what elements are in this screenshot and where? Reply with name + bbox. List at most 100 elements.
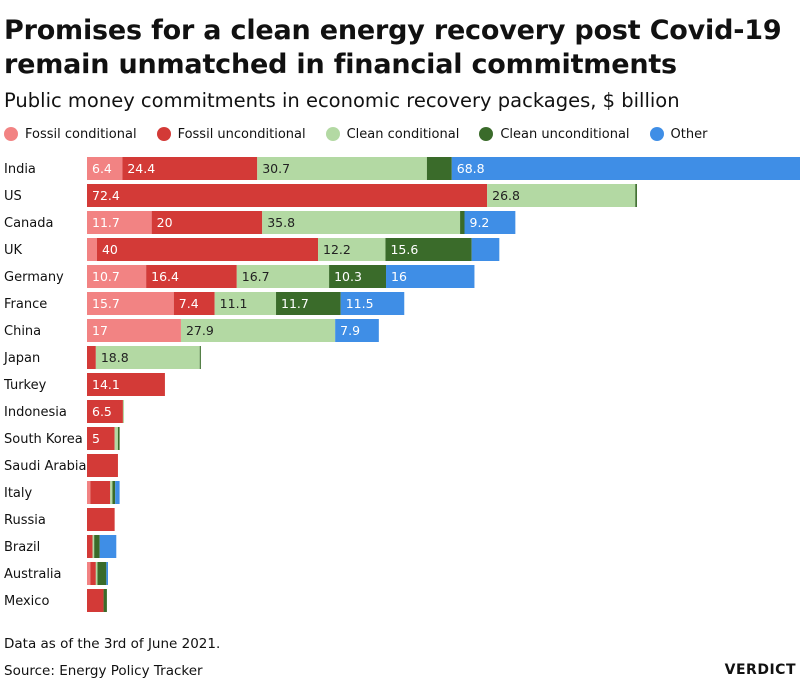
category-label-turkey: Turkey [3, 378, 47, 393]
bar-italy-other [115, 481, 120, 504]
bar-france-other [340, 292, 405, 315]
bar-uk-other [471, 238, 500, 261]
legend-label: Other [670, 126, 708, 142]
bar-china-clean-conditional [180, 319, 336, 342]
bar-brazil-clean-unconditional [94, 535, 100, 558]
legend-item-clean-unconditional: Clean unconditional [479, 126, 630, 142]
bar-us-clean-unconditional [635, 184, 637, 207]
bar-germany-fossil-unconditional [146, 265, 237, 288]
legend-swatch [479, 127, 494, 141]
data-label-canada-clean-conditional: 35.8 [267, 215, 295, 230]
bar-australia-clean-unconditional [97, 562, 107, 585]
data-label-germany-clean-conditional: 16.7 [242, 269, 270, 284]
data-label-canada-fossil-unconditional: 20 [157, 215, 173, 230]
bar-canada-clean-unconditional [460, 211, 465, 234]
category-label-germany: Germany [4, 270, 64, 285]
bar-indonesia-clean-conditional [122, 400, 125, 423]
category-label-mexico: Mexico [4, 594, 49, 609]
bar-south-korea-clean-unconditional [117, 427, 120, 450]
category-label-russia: Russia [4, 513, 46, 528]
bar-india-other [451, 157, 800, 180]
legend-item-fossil-conditional: Fossil conditional [4, 127, 137, 142]
category-label-australia: Australia [4, 567, 62, 582]
legend-item-fossil-unconditional: Fossil unconditional [156, 126, 306, 142]
legend-label: Fossil unconditional [177, 126, 306, 142]
bar-uk-fossil-conditional [87, 238, 97, 261]
data-label-india-other: 68.8 [457, 161, 485, 176]
category-label-italy: Italy [4, 486, 33, 501]
data-label-germany-fossil-unconditional: 16.4 [151, 269, 179, 284]
chart-title: Promises for a clean energy recovery pos… [4, 15, 782, 80]
data-label-canada-other: 9.2 [470, 215, 490, 230]
bar-mexico-fossil-unconditional [87, 589, 104, 612]
bar-australia-fossil-conditional [87, 562, 91, 585]
bar-germany-clean-conditional [236, 265, 330, 288]
data-label-china-clean-conditional: 27.9 [186, 323, 214, 338]
bar-mexico-clean-unconditional [103, 589, 107, 612]
legend: Fossil conditional Fossil unconditional … [4, 124, 727, 144]
data-label-uk-fossil-unconditional: 40 [102, 242, 118, 257]
bar-india-clean-unconditional [426, 157, 452, 180]
data-label-canada-fossil-conditional: 11.7 [92, 215, 120, 230]
category-label-indonesia: Indonesia [4, 405, 67, 420]
bar-australia-other [106, 562, 108, 585]
legend-swatch [325, 127, 340, 141]
legend-swatch [649, 127, 664, 141]
bar-germany-other [386, 265, 475, 288]
data-label-germany-clean-unconditional: 10.3 [334, 269, 362, 284]
bar-japan-fossil-unconditional [87, 346, 96, 369]
category-label-france: France [4, 297, 47, 312]
data-label-germany-fossil-conditional: 10.7 [92, 269, 120, 284]
legend-item-other: Other [649, 126, 708, 142]
legend-label: Clean conditional [346, 126, 460, 142]
bar-india-fossil-conditional [87, 157, 123, 180]
data-label-us-fossil-unconditional: 72.4 [92, 188, 120, 203]
bar-germany-fossil-conditional [87, 265, 147, 288]
bar-japan-clean-unconditional [199, 346, 201, 369]
data-label-turkey-fossil-unconditional: 14.1 [92, 377, 120, 392]
data-label-japan-clean-conditional: 18.8 [101, 350, 129, 365]
data-label-india-fossil-unconditional: 24.4 [127, 161, 155, 176]
bar-canada-fossil-unconditional [151, 211, 263, 234]
bar-india-fossil-unconditional [122, 157, 258, 180]
data-label-france-other: 11.5 [346, 296, 374, 311]
bar-canada-other [464, 211, 516, 234]
legend-label: Clean unconditional [500, 126, 630, 142]
bar-uk-clean-conditional [318, 238, 386, 261]
bar-france-fossil-conditional [87, 292, 174, 315]
bar-south-korea-clean-conditional [114, 427, 118, 450]
bar-russia-fossil-unconditional [87, 508, 115, 531]
data-note: Data as of the 3rd of June 2021. [4, 636, 221, 652]
bar-france-clean-unconditional [276, 292, 341, 315]
legend-swatch [4, 127, 18, 141]
bar-india-clean-conditional [257, 157, 427, 180]
bar-australia-fossil-unconditional [90, 562, 96, 585]
data-label-france-fossil-conditional: 15.7 [92, 296, 120, 311]
chart-subtitle: Public money commitments in economic rec… [4, 89, 680, 112]
category-label-brazil: Brazil [4, 540, 40, 555]
bar-south-korea-fossil-unconditional [87, 427, 115, 450]
bar-us-clean-conditional [487, 184, 636, 207]
bar-uk-clean-unconditional [385, 238, 472, 261]
data-label-us-clean-conditional: 26.8 [492, 188, 520, 203]
bar-canada-fossil-conditional [87, 211, 152, 234]
data-label-france-clean-conditional: 11.1 [220, 296, 248, 311]
legend-label: Fossil conditional [25, 126, 137, 142]
bar-china-fossil-conditional [87, 319, 181, 342]
data-label-china-other: 7.9 [340, 323, 360, 338]
source-note: Source: Energy Policy Tracker [4, 663, 203, 679]
bar-canada-clean-conditional [262, 211, 461, 234]
category-label-india: India [4, 162, 36, 177]
data-label-france-clean-unconditional: 11.7 [281, 296, 309, 311]
stacked-bar-chart: India 6.4 24.4 30.7 68.8 US 72.4 26.8 Canada 11.7… [3, 157, 800, 612]
bar-australia-clean-conditional [95, 562, 98, 585]
data-label-india-fossil-conditional: 6.4 [92, 161, 112, 176]
data-label-south-korea-fossil-unconditional: 5 [92, 431, 100, 446]
bar-us-fossil-unconditional [87, 184, 488, 207]
bar-brazil-other [99, 535, 117, 558]
bar-italy-clean-unconditional [112, 481, 116, 504]
bar-japan-clean-conditional [95, 346, 200, 369]
bar-italy-fossil-conditional [87, 481, 91, 504]
category-label-japan: Japan [3, 351, 40, 366]
bar-italy-fossil-unconditional [90, 481, 111, 504]
